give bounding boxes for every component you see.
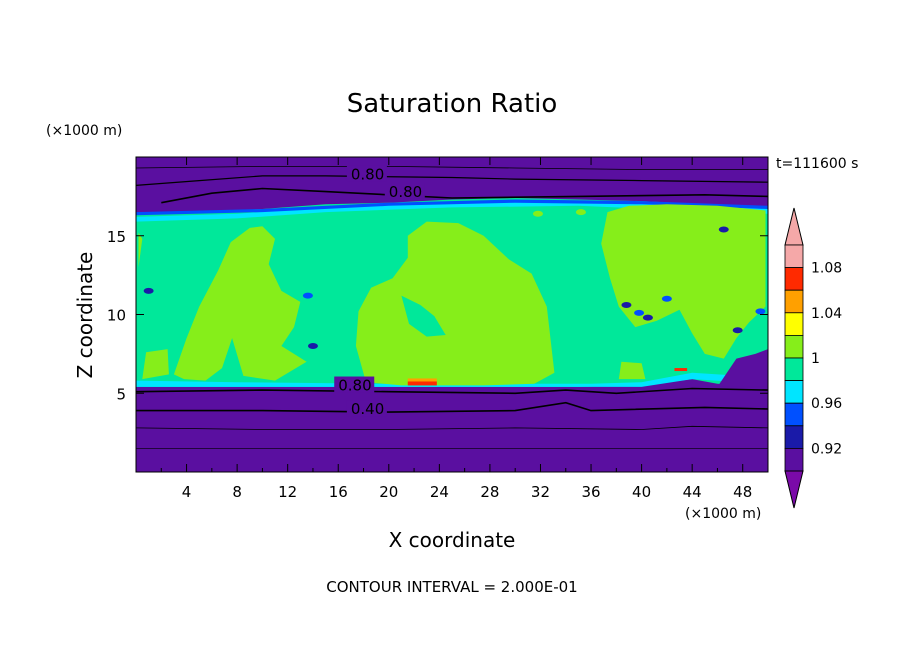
colorbar-segment-2 (784, 289, 804, 314)
lower-fringe-cyan (136, 372, 768, 387)
supersat-streak-orange (407, 378, 437, 382)
x-tick-label-2: 12 (278, 483, 297, 501)
contour-label-bg-1 (384, 182, 425, 199)
contour-lower-2 (136, 401, 769, 413)
y-tick-label-1: 10 (107, 307, 126, 325)
x-tick-label-5: 24 (430, 483, 449, 501)
x-tick-label-7: 32 (531, 483, 550, 501)
x-tick-label-3: 16 (329, 483, 348, 501)
x-tick-label-10: 44 (683, 483, 702, 501)
field-speck-1 (302, 292, 313, 299)
contour-lower-3 (135, 425, 769, 430)
time-label: t=111600 s (776, 156, 858, 172)
field-speck-11 (575, 209, 586, 216)
x-axis-label: X coordinate (389, 528, 516, 552)
upper-fringe-cyan (136, 201, 768, 222)
chart-title: Saturation Ratio (347, 89, 558, 119)
colorbar-segment-6 (784, 380, 804, 404)
contour-label-2: 0.80 (338, 377, 371, 395)
supersat-streak-red (407, 381, 437, 386)
contour-label-1: 0.80 (389, 183, 422, 201)
x-tick-label-1: 8 (232, 483, 242, 501)
lime-patch-east-low (618, 361, 646, 380)
upper-fringe-blue (136, 199, 768, 216)
field-speck-9 (718, 226, 729, 233)
contour-label-bg-2 (334, 376, 375, 393)
field-speck-0 (143, 287, 154, 294)
contour-label-0: 0.80 (351, 165, 384, 183)
colorbar-segment-0 (784, 244, 804, 269)
field-speck-8 (755, 308, 766, 315)
dry-intrusion-east (717, 349, 768, 387)
contour-upper-1 (135, 175, 769, 186)
x-tick-label-6: 28 (480, 483, 499, 501)
x-tick-label-0: 4 (182, 483, 192, 501)
colorbar-segment-1 (784, 267, 804, 291)
lime-patch-east (601, 204, 766, 359)
colorbar-label-4: 1.08 (811, 261, 842, 277)
x-tick-label-9: 40 (632, 483, 651, 501)
colorbar-segment-7 (784, 402, 804, 427)
contour-label-bg-0 (346, 165, 387, 182)
colorbar-label-1: 0.96 (811, 396, 842, 412)
colorbar-segment-9 (784, 447, 804, 472)
field-speck-7 (732, 327, 743, 334)
supersat-speck-east (674, 368, 688, 372)
footer-label: CONTOUR INTERVAL = 2.000E-01 (326, 578, 577, 596)
colorbar-segment-3 (784, 312, 804, 336)
contour-label-3: 0.40 (351, 400, 384, 418)
colorbar-label-0: 0.92 (811, 441, 842, 457)
green-hole-center (401, 295, 446, 337)
contour-lower-1 (135, 387, 769, 395)
field-speck-5 (642, 314, 653, 321)
y-unit-label: (×1000 m) (46, 123, 122, 139)
contour-label-bg-3 (346, 400, 387, 417)
field-speck-3 (621, 302, 632, 309)
x-unit-label: (×1000 m) (685, 506, 761, 522)
lime-patch-west-low (142, 349, 169, 380)
field-speck-6 (661, 295, 672, 302)
y-tick-label-0: 5 (116, 385, 126, 403)
colorbar-label-2: 1 (811, 351, 820, 367)
lime-patch-west (173, 226, 307, 381)
y-axis-label: Z coordinate (73, 252, 97, 379)
x-tick-label-8: 36 (581, 483, 600, 501)
colorbar-segment-5 (784, 357, 804, 382)
contour-upper-3 (135, 165, 768, 171)
colorbar-segment-4 (784, 334, 804, 359)
field-speck-2 (307, 343, 318, 349)
field-speck-4 (634, 309, 645, 316)
lime-patch-edge (138, 232, 143, 268)
colorbar-segment-8 (784, 425, 804, 449)
colorbar-label-3: 1.04 (811, 306, 842, 322)
x-tick-label-11: 48 (733, 483, 752, 501)
x-tick-label-4: 20 (379, 483, 398, 501)
colorbar-top-arrow (784, 207, 804, 246)
colorbar-bottom-arrow (784, 470, 804, 509)
y-tick-label-2: 15 (107, 228, 126, 246)
field-speck-10 (532, 210, 543, 217)
lime-patch-center (355, 221, 555, 386)
